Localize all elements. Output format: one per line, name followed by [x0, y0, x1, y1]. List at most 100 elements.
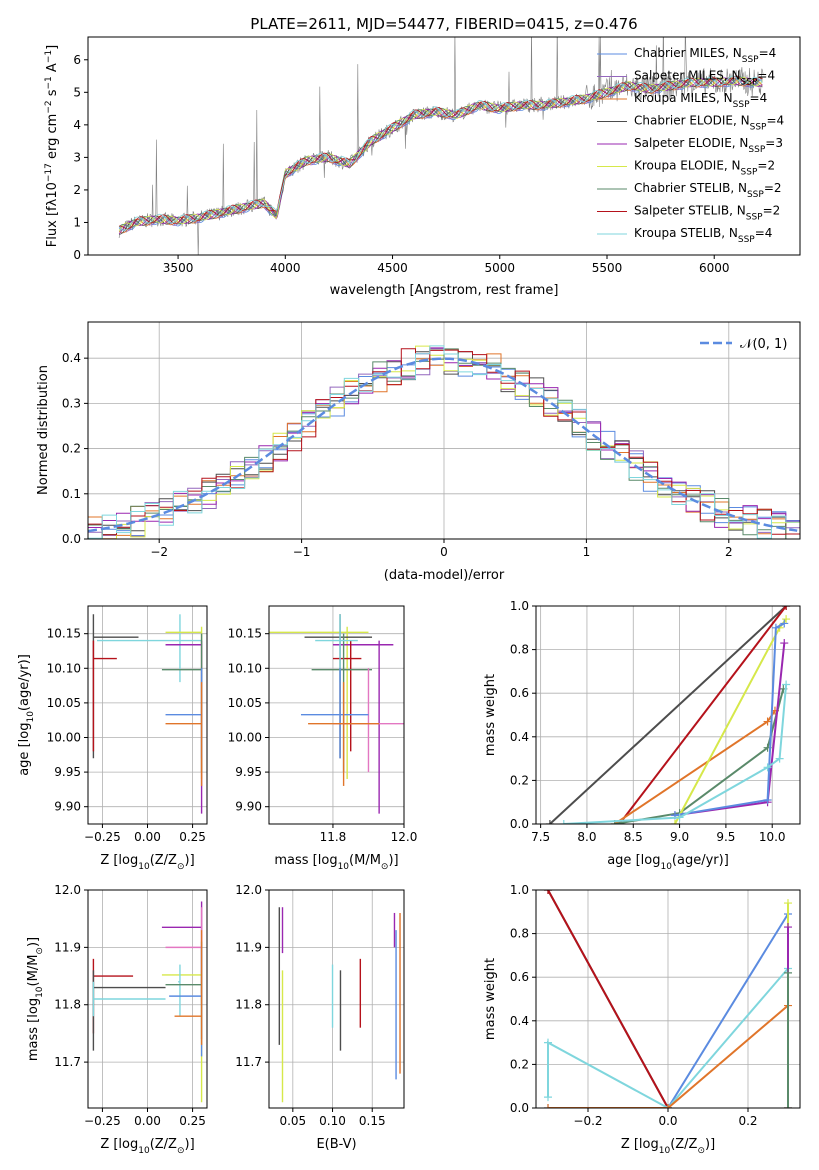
- x-tick-label: 5500: [592, 261, 623, 275]
- plot-area: [118, 37, 764, 255]
- x-tick-label: 2: [725, 545, 733, 559]
- axes-frame: [268, 605, 405, 825]
- panel-cumulative-mass-weight-vs-age: 7.5 8.0 8.5 9.0 9.5 10.0 0.0 0.2 0.4 0.6 0.8 1.0 age…: [483, 599, 801, 872]
- x-axis-label: Z [log10(Z/Z⊙)]: [621, 1137, 715, 1156]
- mass-weight-line: [674, 622, 785, 817]
- legend-label: Salpeter MILES, NSSP=4: [634, 69, 775, 88]
- x-tick-label: 0.2: [738, 1114, 757, 1128]
- y-tick-label: 1.0: [510, 599, 529, 613]
- mass-weight-marker: [544, 1104, 552, 1108]
- label-part: 10: [35, 986, 45, 998]
- legend-label: Kroupa STELIB, NSSP=4: [634, 226, 772, 245]
- plot-area: [269, 614, 404, 814]
- y-axis-label: Flux [fλ10−17 erg cm−2 s−1 A−1]: [44, 45, 60, 247]
- x-axis-label: age [log10(age/yr)]: [607, 853, 729, 872]
- label-part: SSP: [738, 235, 755, 245]
- spectrum-model-line: [118, 78, 763, 231]
- x-tick-label: −0.25: [84, 1114, 121, 1128]
- axes-frame: [87, 36, 801, 256]
- mass-weight-marker: [775, 754, 784, 763]
- label-part: (age/yr)]: [17, 654, 32, 711]
- x-axis-label: (data-model)/error: [384, 568, 505, 583]
- x-tick-label: −2: [150, 545, 168, 559]
- y-tick-label: 4: [73, 118, 81, 132]
- label-part: Z [log: [100, 853, 138, 868]
- mass-weight-marker: [664, 1104, 672, 1108]
- x-tick-label: 5000: [484, 261, 515, 275]
- x-tick-label: 0.25: [179, 830, 206, 844]
- legend-label: Salpeter STELIB, NSSP=2: [634, 204, 780, 223]
- y-tick-label: 0.1: [62, 487, 81, 501]
- mass-weight-line: [548, 1004, 789, 1108]
- y-tick-label: 11.7: [235, 1055, 262, 1069]
- label-part: =2: [763, 204, 781, 218]
- x-tick-label: 7.5: [531, 830, 550, 844]
- mass-weight-line: [549, 606, 787, 824]
- y-axis-label: Normed distribution: [36, 365, 51, 495]
- mass-weight-marker: [675, 813, 684, 822]
- x-tick-label: 0.00: [134, 830, 161, 844]
- mass-weight-line: [547, 967, 789, 1108]
- label-part: 10: [659, 1146, 671, 1156]
- y-tick-label: 0.0: [510, 1101, 529, 1115]
- label-part: (M/M: [26, 955, 41, 987]
- label-part: Z [log: [100, 1137, 138, 1152]
- y-tick-label: 12.0: [235, 883, 262, 897]
- y-tick-label: 0.8: [510, 927, 529, 941]
- gaussian-line: [88, 357, 798, 533]
- axes-frame: [268, 889, 405, 1109]
- mass-weight-marker: [784, 968, 792, 977]
- y-tick-label: 11.9: [54, 940, 81, 954]
- y-tick-label: 0.0: [510, 817, 529, 831]
- label-part: =4: [757, 69, 775, 83]
- label-part: )]: [185, 853, 195, 868]
- label-part: =4: [755, 226, 773, 240]
- label-part: (Z/Z: [150, 1137, 177, 1152]
- x-tick-label: 0.0: [658, 1114, 677, 1128]
- x-tick-label: 0.00: [134, 1114, 161, 1128]
- x-tick-label: 1: [583, 545, 591, 559]
- label-part: erg cm: [45, 114, 60, 163]
- x-tick-label: 4000: [270, 261, 301, 275]
- label-part: (M/M: [349, 853, 381, 868]
- x-tick-label: 11.8: [320, 830, 347, 844]
- panel-mass-weight-vs-metallicity: −0.2 0.0 0.2 0.0 0.2 0.4 0.6 0.8 1.0 Z [log10(Z/Z…: [483, 883, 801, 1156]
- label-part: Salpeter STELIB, N: [634, 204, 746, 218]
- x-tick-label: −0.25: [84, 830, 121, 844]
- axes-frame: [87, 321, 801, 540]
- label-part: SSP: [741, 78, 758, 88]
- label-part: age [log: [17, 723, 32, 776]
- mass-weight-marker: [544, 890, 552, 894]
- mass-weight-marker: [780, 619, 789, 628]
- label-part: =4: [766, 114, 784, 128]
- y-tick-label: 3: [73, 150, 81, 164]
- y-tick-label: 12.0: [54, 883, 81, 897]
- label-part: 10: [660, 862, 672, 872]
- plot-area: [92, 614, 203, 814]
- spectrum-model-line: [119, 75, 763, 230]
- label-part: ]: [45, 45, 60, 50]
- label-part: SSP: [733, 100, 750, 110]
- x-tick-label: 3500: [163, 261, 194, 275]
- y-tick-label: 9.90: [235, 800, 262, 814]
- y-tick-label: 0.4: [510, 730, 529, 744]
- y-tick-label: 0.3: [62, 396, 81, 410]
- label-part: −1: [44, 50, 54, 63]
- y-tick-label: 10.10: [228, 661, 262, 675]
- axes-frame: [535, 605, 801, 825]
- plot-area: [92, 901, 203, 1103]
- label-part: =4: [750, 91, 768, 105]
- y-tick-label: 1: [73, 215, 81, 229]
- label-part: Chabrier ELODIE, N: [634, 114, 750, 128]
- figure-title: PLATE=2611, MJD=54477, FIBERID=0415, z=0…: [250, 15, 637, 33]
- mass-weight-marker: [782, 606, 791, 610]
- y-tick-label: 11.8: [54, 998, 81, 1012]
- y-axis-label: mass weight: [483, 674, 498, 756]
- label-part: Salpeter MILES, N: [634, 69, 741, 83]
- y-axis-label: mass [log10(M/M⊙)]: [26, 937, 45, 1061]
- label-part: ⊙: [35, 947, 45, 955]
- mass-weight-marker: [559, 820, 568, 824]
- mass-weight-marker: [545, 820, 554, 824]
- y-tick-label: 11.7: [54, 1055, 81, 1069]
